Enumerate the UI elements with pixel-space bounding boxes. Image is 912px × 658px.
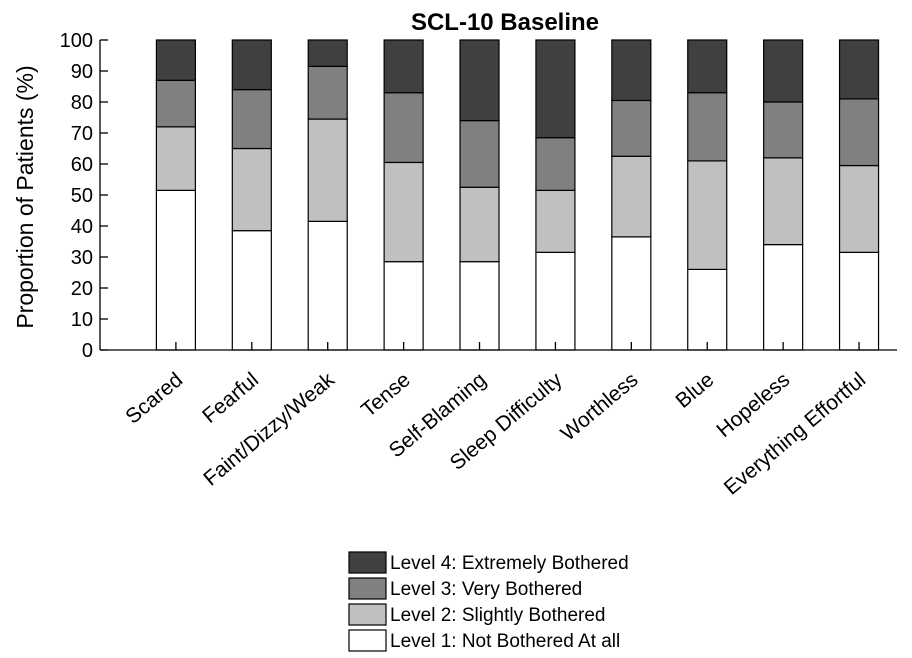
legend-label-2: Level 3: Very Bothered bbox=[390, 579, 582, 600]
y-tick-label: 70 bbox=[71, 123, 93, 145]
y-ticks-group: 0 10 20 30 40 50 60 70 80 90 100 bbox=[60, 30, 108, 362]
bar-segment-1-7 bbox=[687, 268, 728, 351]
legend-label-1: Level 4: Extremely Bothered bbox=[390, 553, 629, 574]
bar-segment-4-6 bbox=[611, 39, 652, 102]
x-tick-label: Scared bbox=[121, 368, 187, 428]
y-tick-label: 50 bbox=[71, 185, 93, 207]
x-tick-label: Fearful bbox=[198, 368, 263, 428]
bar-segment-4-0 bbox=[155, 39, 196, 81]
x-tick-label: Everything Effortful bbox=[720, 368, 870, 499]
chart-title: SCL-10 Baseline bbox=[411, 9, 599, 36]
bar-segment-1-6 bbox=[611, 236, 652, 351]
bar-segment-4-7 bbox=[687, 39, 728, 94]
legend-label-4: Level 1: Not Bothered At all bbox=[390, 631, 620, 652]
bar-segment-1-4 bbox=[459, 261, 500, 351]
y-tick-label: 20 bbox=[71, 278, 93, 300]
x-tick-label: Worthless bbox=[556, 368, 642, 445]
bar-segment-2-7 bbox=[687, 160, 728, 270]
bar-segment-1-5 bbox=[535, 251, 576, 351]
bar-segment-2-9 bbox=[838, 164, 880, 253]
bar-segment-1-1 bbox=[231, 230, 272, 351]
bar-segment-4-9 bbox=[838, 39, 880, 100]
legend-label-3: Level 2: Slightly Bothered bbox=[390, 605, 605, 626]
bar-segment-3-2 bbox=[307, 65, 348, 120]
bar-segment-2-3 bbox=[383, 161, 424, 263]
bar-segment-2-4 bbox=[459, 186, 500, 263]
bar-segment-3-8 bbox=[763, 101, 804, 159]
bars-group bbox=[155, 39, 880, 351]
bar-segment-3-7 bbox=[687, 92, 728, 162]
bar-segment-3-0 bbox=[155, 79, 196, 128]
bar-segment-4-8 bbox=[763, 39, 804, 103]
bar-segment-1-3 bbox=[383, 261, 424, 351]
bar-segment-1-9 bbox=[838, 251, 880, 351]
bar-segment-3-1 bbox=[231, 88, 272, 150]
bar-segment-4-2 bbox=[307, 39, 348, 67]
bar-segment-2-1 bbox=[231, 147, 272, 232]
bar-segment-3-9 bbox=[838, 98, 880, 167]
y-tick-label: 80 bbox=[71, 92, 93, 114]
bar-segment-2-5 bbox=[535, 189, 576, 253]
bar-segment-3-5 bbox=[535, 137, 576, 191]
bar-segment-1-8 bbox=[763, 244, 804, 351]
y-tick-label: 30 bbox=[71, 247, 93, 269]
legend-swatch-2 bbox=[348, 577, 387, 600]
bar-segment-3-4 bbox=[459, 119, 500, 188]
y-tick-label: 90 bbox=[71, 61, 93, 83]
legend: Level 4: Extremely Bothered Level 3: Very… bbox=[348, 551, 629, 652]
bar-segment-2-2 bbox=[307, 118, 348, 222]
bar-segment-4-5 bbox=[535, 39, 576, 139]
y-axis-label: Proportion of Patients (%) bbox=[12, 65, 38, 328]
bar-segment-2-0 bbox=[155, 126, 196, 191]
y-tick-label: 0 bbox=[82, 340, 93, 362]
x-tick-label: Tense bbox=[357, 368, 415, 422]
bar-segment-3-6 bbox=[611, 99, 652, 157]
x-tick-label: Faint/Dizzy/Weak bbox=[199, 368, 339, 491]
bar-segment-2-6 bbox=[611, 155, 652, 238]
bar-segment-4-1 bbox=[231, 39, 272, 91]
bar-segment-4-4 bbox=[459, 39, 500, 122]
legend-swatch-1 bbox=[348, 551, 387, 574]
bar-segment-1-2 bbox=[307, 220, 348, 351]
x-tick-label: Blue bbox=[671, 368, 718, 413]
bar-segment-2-8 bbox=[763, 157, 804, 246]
bar-segment-3-3 bbox=[383, 92, 424, 164]
legend-swatch-3 bbox=[348, 603, 387, 626]
y-tick-label: 100 bbox=[60, 30, 93, 52]
y-tick-label: 60 bbox=[71, 154, 93, 176]
bar-segment-1-0 bbox=[155, 189, 196, 351]
legend-swatch-4 bbox=[348, 629, 387, 652]
y-tick-label: 10 bbox=[71, 309, 93, 331]
bar-segment-4-3 bbox=[383, 39, 424, 94]
y-tick-label: 40 bbox=[71, 216, 93, 238]
